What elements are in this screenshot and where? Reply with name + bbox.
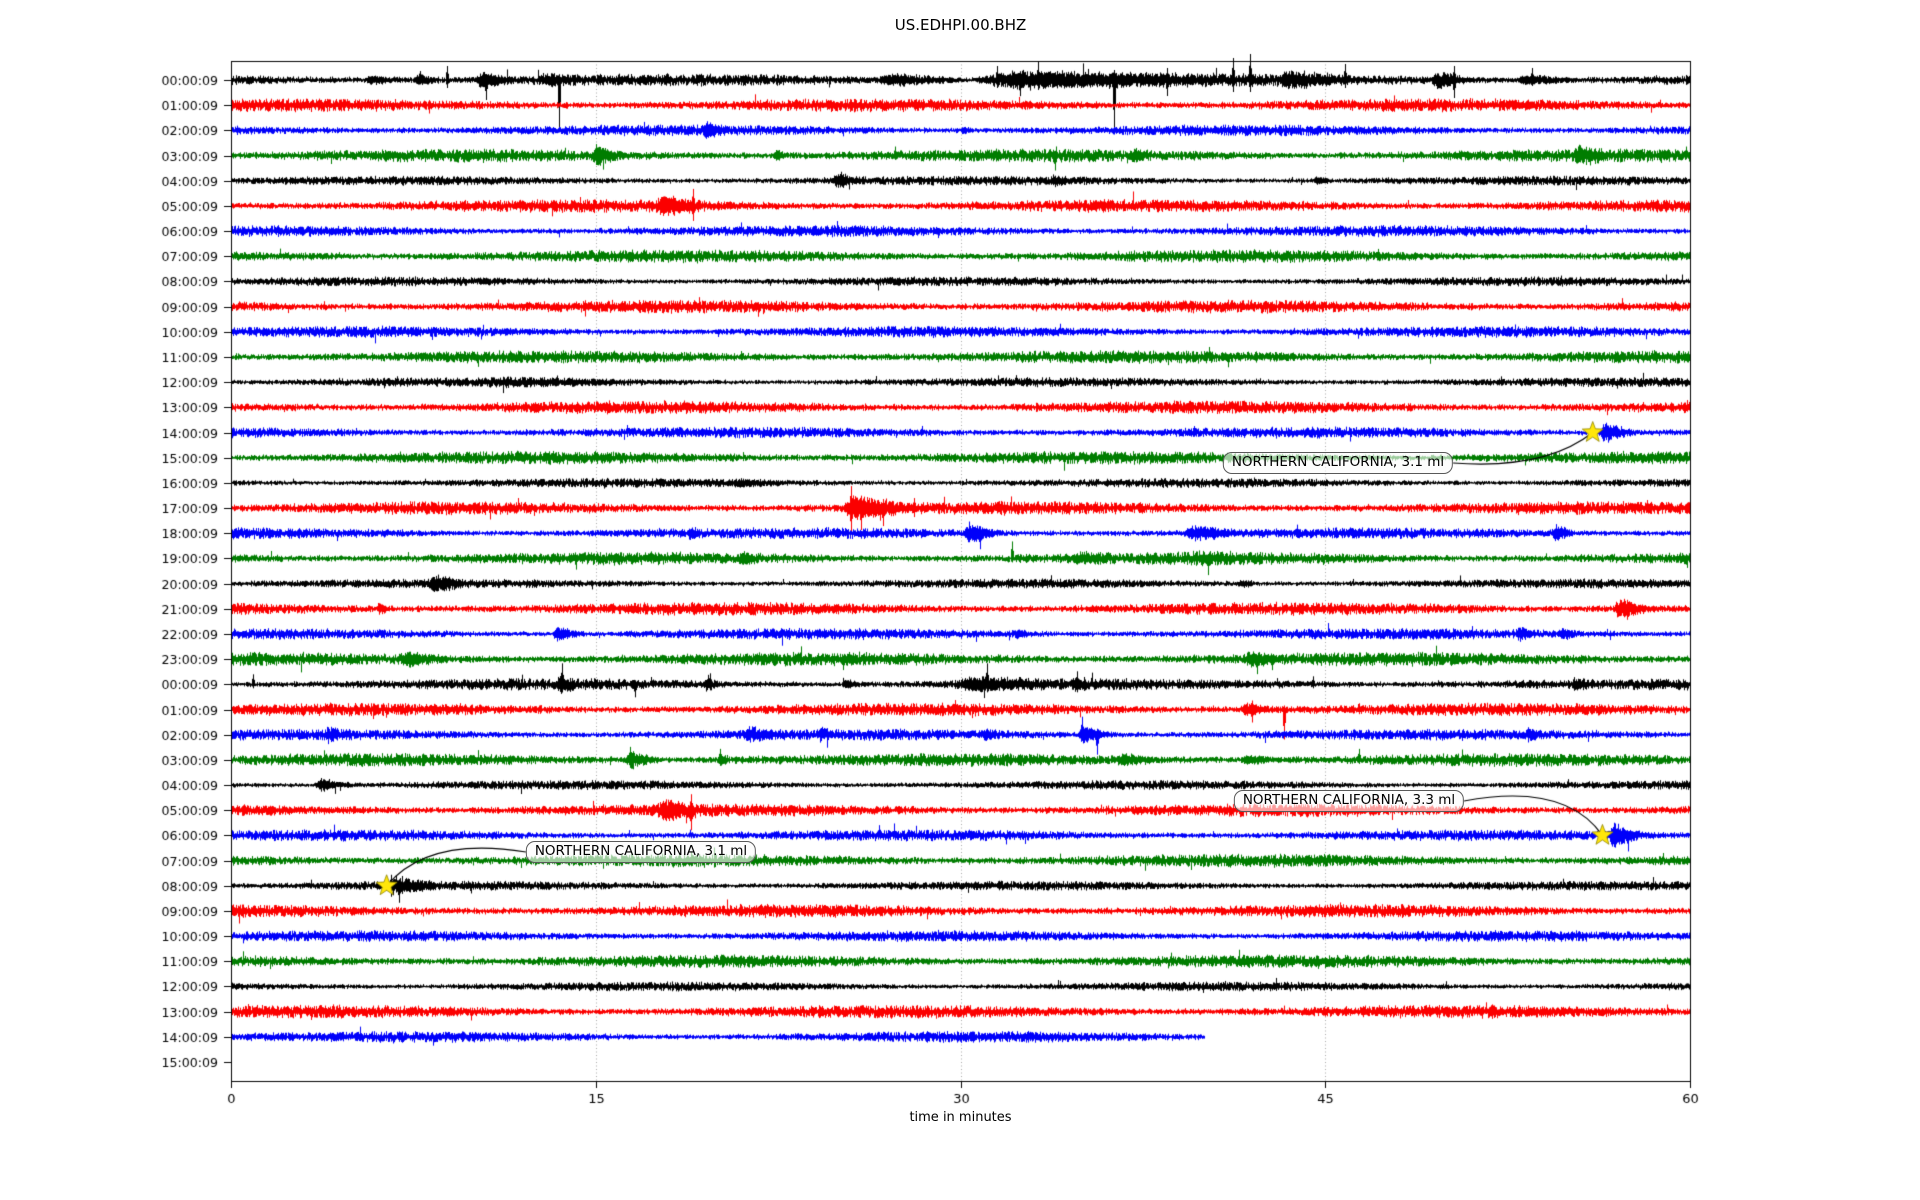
event-annotation-label: NORTHERN CALIFORNIA, 3.1 ml <box>525 841 757 863</box>
plot-title: US.EDHPI.00.BHZ <box>894 16 1027 34</box>
event-annotation-label: NORTHERN CALIFORNIA, 3.1 ml <box>1222 452 1454 474</box>
event-annotation-label: NORTHERN CALIFORNIA, 3.3 ml <box>1233 790 1465 812</box>
x-axis-label: time in minutes <box>909 1110 1012 1125</box>
